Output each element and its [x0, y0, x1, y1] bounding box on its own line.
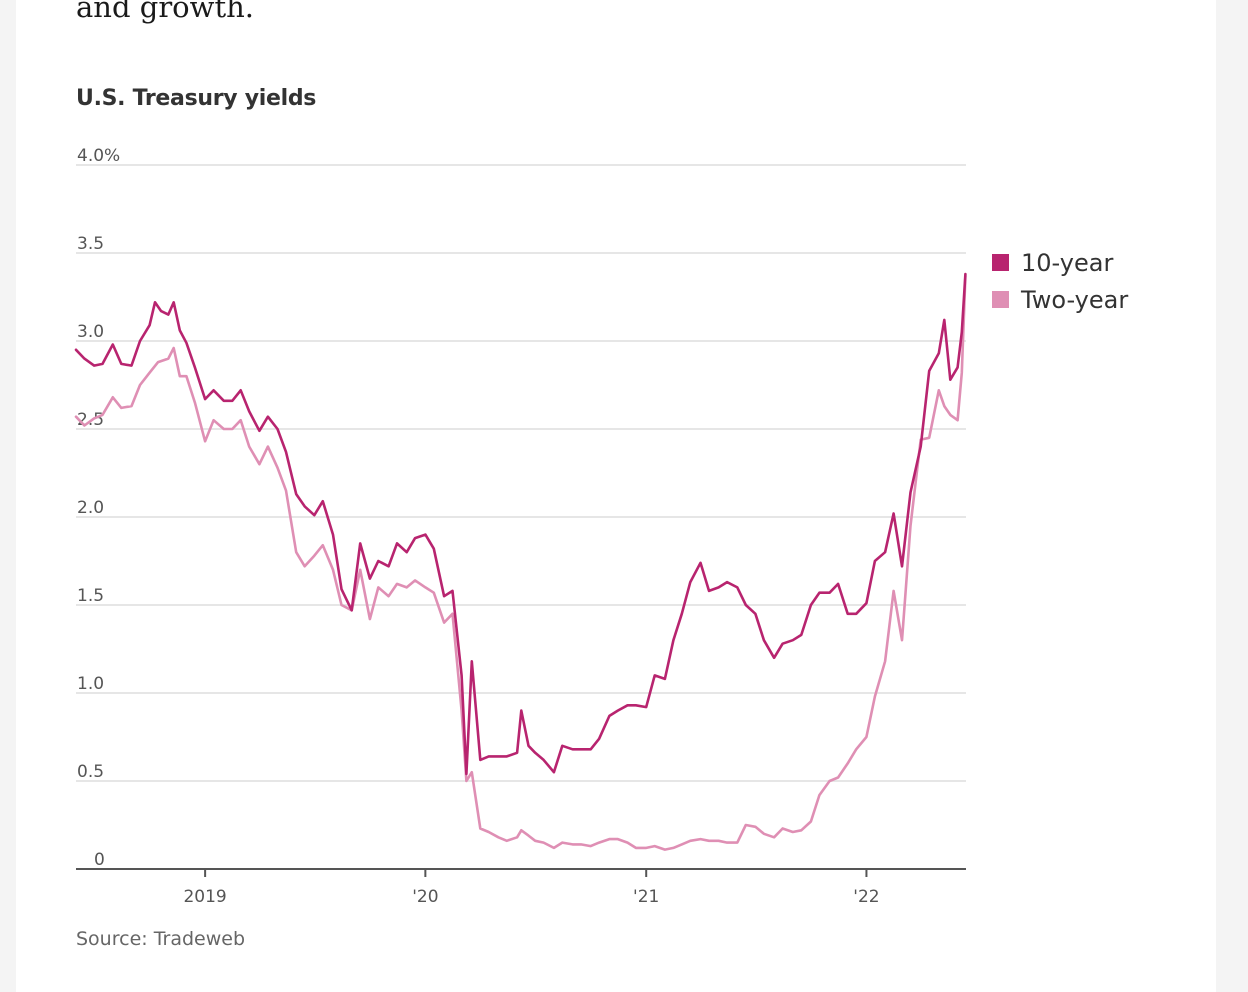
legend-swatch-two-year [992, 291, 1009, 308]
x-tick-label-3: '22 [853, 887, 879, 907]
series-lines [74, 272, 967, 851]
x-tick-label-0: 2019 [183, 887, 226, 907]
series-line-10-year [74, 272, 967, 776]
legend-label-two-year: Two-year [1021, 285, 1129, 314]
legend-label-10-year: 10-year [1021, 248, 1114, 277]
grid-lines [76, 164, 966, 782]
chart-source: Source: Tradeweb [76, 928, 246, 950]
y-tick-label-3: 1.5 [77, 586, 104, 606]
chart-title: U.S. Treasury yields [76, 86, 317, 111]
y-tick-label-0: 0 [94, 850, 105, 870]
y-axis-labels: 00.51.01.52.02.53.03.54.0% [77, 146, 120, 870]
series-line-two-year [74, 274, 967, 851]
x-tick-label-1: '20 [412, 887, 438, 907]
y-tick-label-2: 1.0 [77, 674, 104, 694]
legend-item-10-year: 10-year [992, 244, 1128, 281]
x-axis: 2019 '20 '21 '22 [76, 868, 966, 907]
legend-item-two-year: Two-year [992, 281, 1128, 318]
y-tick-label-6: 3.0 [77, 322, 104, 342]
chart-legend: 10-year Two-year [992, 244, 1128, 318]
x-tick-label-2: '21 [633, 887, 659, 907]
y-tick-label-4: 2.0 [77, 498, 104, 518]
y-tick-label-8: 4.0% [77, 146, 120, 166]
article-intro-text: and growth. [76, 0, 255, 24]
legend-swatch-10-year [992, 254, 1009, 271]
y-tick-label-7: 3.5 [77, 234, 104, 254]
y-tick-label-1: 0.5 [77, 762, 104, 782]
